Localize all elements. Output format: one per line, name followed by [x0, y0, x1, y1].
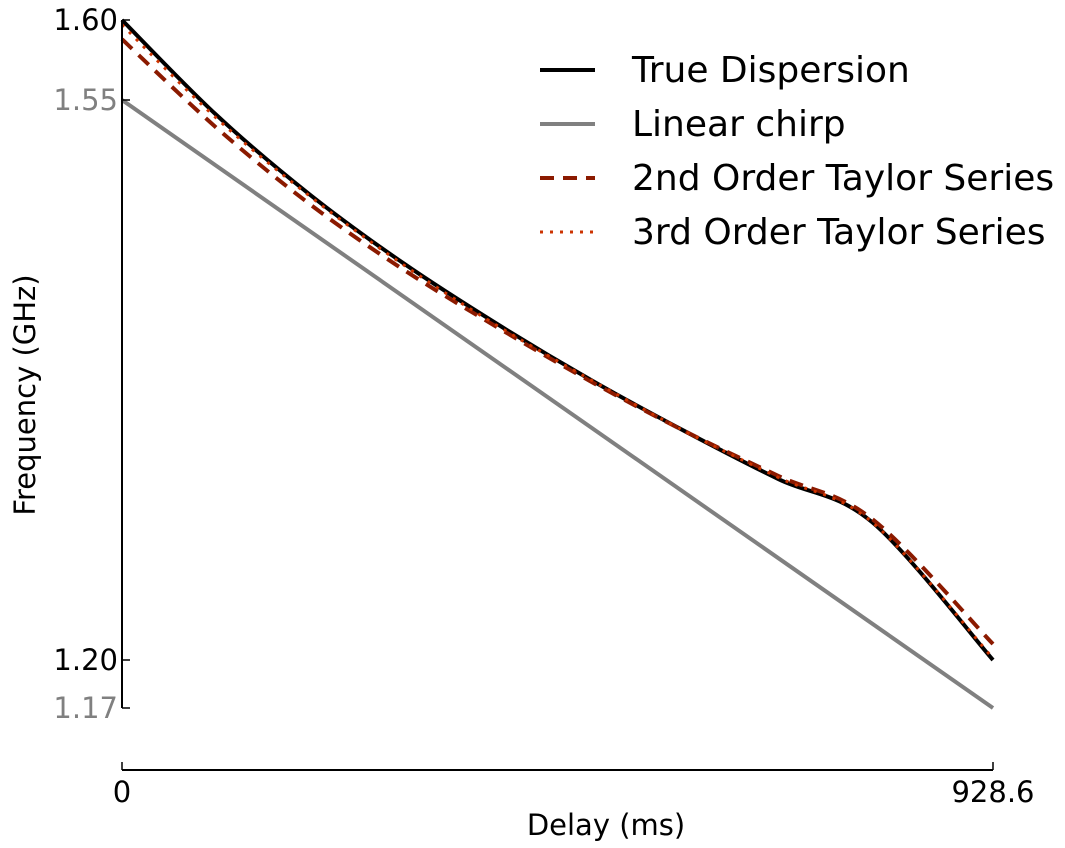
y-tick-label: 1.20	[53, 643, 118, 677]
x-ticks: 0 928.6	[113, 762, 1035, 809]
legend-label: 2nd Order Taylor Series	[632, 158, 1054, 199]
series-line-2	[120, 37, 995, 646]
legend-label: True Dispersion	[631, 50, 910, 91]
y-ticks: 1.60 1.55 1.20 1.17	[53, 3, 130, 725]
legend-label: 3rd Order Taylor Series	[632, 212, 1046, 253]
y-tick-label: 1.60	[53, 3, 118, 37]
plot-lines	[120, 18, 995, 710]
legend-label: Linear chirp	[632, 104, 846, 145]
legend: True Dispersion Linear chirp 2nd Order Tay…	[540, 50, 1054, 253]
series-line-0	[120, 18, 995, 662]
y-tick-label: 1.17	[53, 691, 118, 725]
axes	[121, 20, 993, 771]
x-axis-label: Delay (ms)	[527, 808, 685, 842]
series-line-1	[120, 98, 995, 710]
y-axis-label: Frequency (GHz)	[8, 274, 42, 515]
y-tick-label: 1.55	[53, 83, 118, 117]
x-tick-label: 0	[113, 775, 131, 809]
series-line-3	[120, 23, 995, 660]
x-tick-label: 928.6	[951, 775, 1034, 809]
